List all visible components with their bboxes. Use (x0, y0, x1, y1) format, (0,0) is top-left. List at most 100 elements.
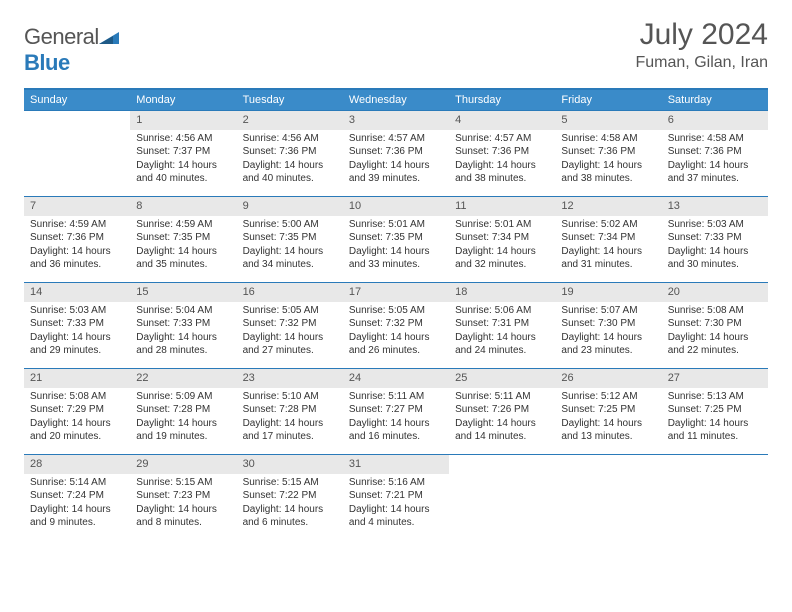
calendar-day-cell: 28Sunrise: 5:14 AMSunset: 7:24 PMDayligh… (24, 454, 130, 540)
day-number: 21 (24, 368, 130, 388)
brand-triangle-icon (99, 24, 119, 49)
daylight-text: Daylight: 14 hours (136, 159, 230, 173)
daylight-text: and 38 minutes. (561, 172, 655, 186)
sunrise-text: Sunrise: 5:06 AM (455, 304, 549, 318)
sunset-text: Sunset: 7:21 PM (349, 489, 443, 503)
calendar-day-cell: 7Sunrise: 4:59 AMSunset: 7:36 PMDaylight… (24, 196, 130, 282)
daylight-text: and 4 minutes. (349, 516, 443, 530)
day-number: 30 (237, 454, 343, 474)
daylight-text: Daylight: 14 hours (455, 245, 549, 259)
day-body: Sunrise: 5:06 AMSunset: 7:31 PMDaylight:… (449, 302, 555, 362)
sunset-text: Sunset: 7:37 PM (136, 145, 230, 159)
daylight-text: Daylight: 14 hours (561, 331, 655, 345)
sunset-text: Sunset: 7:23 PM (136, 489, 230, 503)
day-number: 26 (555, 368, 661, 388)
sunrise-text: Sunrise: 5:11 AM (349, 390, 443, 404)
sunset-text: Sunset: 7:28 PM (243, 403, 337, 417)
sunrise-text: Sunrise: 5:07 AM (561, 304, 655, 318)
daylight-text: and 37 minutes. (668, 172, 762, 186)
daylight-text: Daylight: 14 hours (455, 417, 549, 431)
sunset-text: Sunset: 7:33 PM (136, 317, 230, 331)
daylight-text: Daylight: 14 hours (30, 417, 124, 431)
day-number: 16 (237, 282, 343, 302)
calendar-day-cell: 16Sunrise: 5:05 AMSunset: 7:32 PMDayligh… (237, 282, 343, 368)
daylight-text: and 35 minutes. (136, 258, 230, 272)
day-body: Sunrise: 5:05 AMSunset: 7:32 PMDaylight:… (343, 302, 449, 362)
day-body: Sunrise: 4:58 AMSunset: 7:36 PMDaylight:… (555, 130, 661, 190)
daylight-text: Daylight: 14 hours (243, 331, 337, 345)
calendar-day-cell: 29Sunrise: 5:15 AMSunset: 7:23 PMDayligh… (130, 454, 236, 540)
day-body: Sunrise: 5:15 AMSunset: 7:23 PMDaylight:… (130, 474, 236, 534)
calendar-day-cell: 18Sunrise: 5:06 AMSunset: 7:31 PMDayligh… (449, 282, 555, 368)
day-body: Sunrise: 4:59 AMSunset: 7:35 PMDaylight:… (130, 216, 236, 276)
sunset-text: Sunset: 7:34 PM (455, 231, 549, 245)
calendar-empty-cell (24, 110, 130, 196)
sunrise-text: Sunrise: 5:15 AM (243, 476, 337, 490)
day-body: Sunrise: 4:58 AMSunset: 7:36 PMDaylight:… (662, 130, 768, 190)
day-number: 1 (130, 110, 236, 130)
calendar-day-cell: 8Sunrise: 4:59 AMSunset: 7:35 PMDaylight… (130, 196, 236, 282)
sunset-text: Sunset: 7:35 PM (243, 231, 337, 245)
sunrise-text: Sunrise: 5:09 AM (136, 390, 230, 404)
sunrise-text: Sunrise: 5:08 AM (668, 304, 762, 318)
sunrise-text: Sunrise: 4:59 AM (136, 218, 230, 232)
day-number: 11 (449, 196, 555, 216)
title-block: July 2024 Fuman, Gilan, Iran (636, 18, 769, 72)
daylight-text: and 36 minutes. (30, 258, 124, 272)
sunrise-text: Sunrise: 5:13 AM (668, 390, 762, 404)
calendar-day-cell: 9Sunrise: 5:00 AMSunset: 7:35 PMDaylight… (237, 196, 343, 282)
daylight-text: and 23 minutes. (561, 344, 655, 358)
day-number: 13 (662, 196, 768, 216)
sunrise-text: Sunrise: 5:08 AM (30, 390, 124, 404)
sunset-text: Sunset: 7:26 PM (455, 403, 549, 417)
sunset-text: Sunset: 7:24 PM (30, 489, 124, 503)
sunrise-text: Sunrise: 5:14 AM (30, 476, 124, 490)
calendar-empty-cell (662, 454, 768, 540)
daylight-text: Daylight: 14 hours (136, 417, 230, 431)
day-body: Sunrise: 5:08 AMSunset: 7:29 PMDaylight:… (24, 388, 130, 448)
sunset-text: Sunset: 7:32 PM (243, 317, 337, 331)
sunrise-text: Sunrise: 5:12 AM (561, 390, 655, 404)
daylight-text: Daylight: 14 hours (455, 159, 549, 173)
day-number: 22 (130, 368, 236, 388)
daylight-text: and 34 minutes. (243, 258, 337, 272)
daylight-text: Daylight: 14 hours (349, 331, 443, 345)
sunset-text: Sunset: 7:32 PM (349, 317, 443, 331)
day-number: 17 (343, 282, 449, 302)
daylight-text: Daylight: 14 hours (243, 417, 337, 431)
daylight-text: Daylight: 14 hours (668, 159, 762, 173)
daylight-text: Daylight: 14 hours (30, 331, 124, 345)
calendar-day-cell: 26Sunrise: 5:12 AMSunset: 7:25 PMDayligh… (555, 368, 661, 454)
day-number: 6 (662, 110, 768, 130)
calendar-day-cell: 12Sunrise: 5:02 AMSunset: 7:34 PMDayligh… (555, 196, 661, 282)
calendar-day-cell: 15Sunrise: 5:04 AMSunset: 7:33 PMDayligh… (130, 282, 236, 368)
sunset-text: Sunset: 7:33 PM (668, 231, 762, 245)
day-body: Sunrise: 4:56 AMSunset: 7:37 PMDaylight:… (130, 130, 236, 190)
day-body: Sunrise: 5:01 AMSunset: 7:35 PMDaylight:… (343, 216, 449, 276)
day-body: Sunrise: 5:16 AMSunset: 7:21 PMDaylight:… (343, 474, 449, 534)
calendar-week-row: 14Sunrise: 5:03 AMSunset: 7:33 PMDayligh… (24, 282, 768, 368)
weekday-header: Wednesday (343, 89, 449, 110)
day-number: 8 (130, 196, 236, 216)
daylight-text: Daylight: 14 hours (243, 245, 337, 259)
daylight-text: and 8 minutes. (136, 516, 230, 530)
sunset-text: Sunset: 7:36 PM (455, 145, 549, 159)
daylight-text: and 14 minutes. (455, 430, 549, 444)
calendar-week-row: 28Sunrise: 5:14 AMSunset: 7:24 PMDayligh… (24, 454, 768, 540)
day-number: 2 (237, 110, 343, 130)
day-body: Sunrise: 5:03 AMSunset: 7:33 PMDaylight:… (662, 216, 768, 276)
sunset-text: Sunset: 7:29 PM (30, 403, 124, 417)
weekday-header: Sunday (24, 89, 130, 110)
sunset-text: Sunset: 7:36 PM (668, 145, 762, 159)
brand-name-blue: Blue (24, 50, 70, 75)
weekday-header: Saturday (662, 89, 768, 110)
sunrise-text: Sunrise: 5:10 AM (243, 390, 337, 404)
daylight-text: Daylight: 14 hours (349, 159, 443, 173)
month-title: July 2024 (636, 18, 769, 52)
daylight-text: and 11 minutes. (668, 430, 762, 444)
sunrise-text: Sunrise: 4:58 AM (668, 132, 762, 146)
daylight-text: and 26 minutes. (349, 344, 443, 358)
daylight-text: Daylight: 14 hours (668, 245, 762, 259)
daylight-text: Daylight: 14 hours (30, 503, 124, 517)
daylight-text: Daylight: 14 hours (136, 331, 230, 345)
